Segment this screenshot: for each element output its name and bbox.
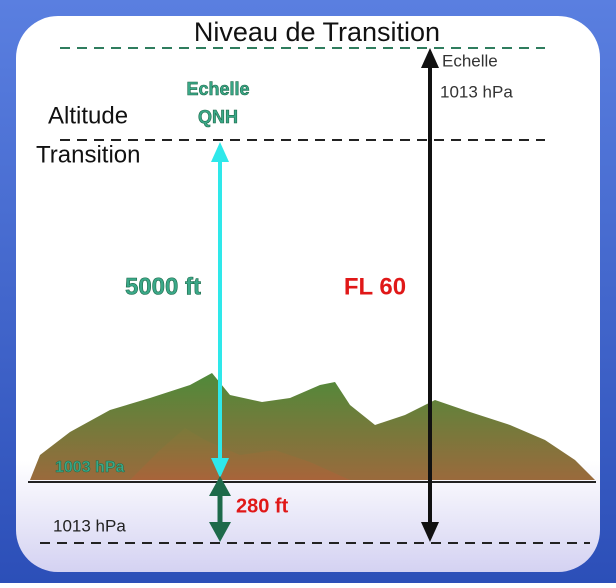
flight-level: FL 60: [344, 273, 406, 300]
qnh-label: Echelle: [186, 79, 249, 99]
qnh-height: 5000 ft: [125, 273, 201, 300]
std-pressure: 1013 hPa: [53, 516, 126, 535]
diagram: Niveau de Transition Echelle 1013 hPa Al…: [0, 0, 616, 583]
scale-label: Echelle: [442, 51, 498, 70]
title: Niveau de Transition: [194, 17, 440, 47]
altitude-label: Altitude: [48, 102, 128, 129]
qnh-label: QNH: [198, 107, 238, 127]
altitude-label: Transition: [36, 141, 140, 168]
scale-label: 1013 hPa: [440, 82, 513, 101]
offset-label: 280 ft: [236, 495, 289, 517]
qnh-pressure: 1003 hPa: [55, 459, 124, 476]
